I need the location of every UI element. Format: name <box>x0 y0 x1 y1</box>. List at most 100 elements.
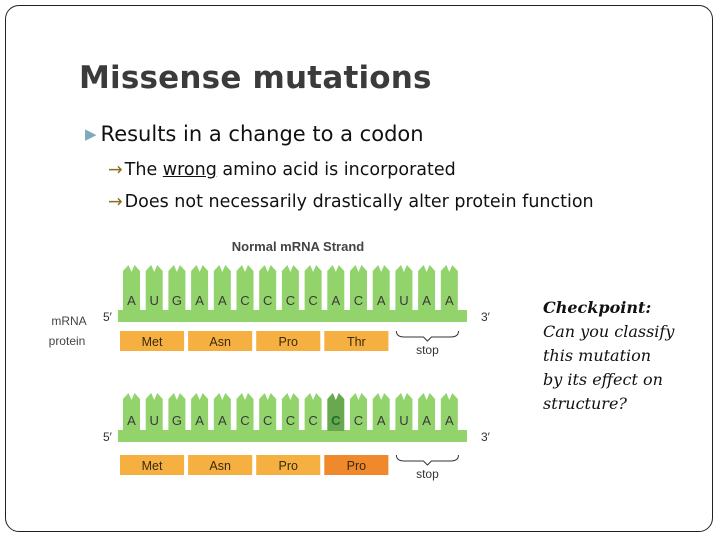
bullet-point: ▶ Results in a change to a codon <box>85 122 424 146</box>
nucleotide-base: C <box>286 413 295 428</box>
amino-acid-label: Asn <box>209 459 231 473</box>
nucleotide-base: A <box>218 293 227 308</box>
nucleotide-base: A <box>331 293 340 308</box>
subpoint-text-after: amino acid is incorporated <box>216 160 456 180</box>
nucleotide-tooth <box>168 265 186 311</box>
subpoint-text-before: The <box>124 160 163 180</box>
bullet-icon: ▶ <box>85 125 97 143</box>
protein-row-label: protein <box>49 334 86 348</box>
five-prime-label: 5′ <box>103 430 113 444</box>
nucleotide-tooth <box>327 393 345 431</box>
nucleotide-tooth <box>281 265 299 311</box>
nucleotide-tooth <box>191 393 209 431</box>
nucleotide-base: A <box>422 413 431 428</box>
nucleotide-base: A <box>195 413 204 428</box>
nucleotide-base: C <box>263 293 272 308</box>
mutant-mrna-backbone <box>118 430 467 442</box>
amino-acid-block <box>120 331 185 351</box>
nucleotide-base: U <box>150 413 159 428</box>
nucleotide-base: C <box>286 293 295 308</box>
checkpoint-line: this mutation <box>543 346 652 365</box>
nucleotide-base: A <box>377 413 386 428</box>
nucleotide-base: C <box>240 413 249 428</box>
nucleotide-base: A <box>422 293 431 308</box>
five-prime-label: 5′ <box>103 310 113 324</box>
subpoint-protein-function: → Does not necessarily drastically alter… <box>108 192 594 212</box>
bullet-text: Results in a change to a codon <box>100 122 424 146</box>
three-prime-label: 3′ <box>481 430 491 444</box>
nucleotide-tooth <box>395 393 413 431</box>
subpoint-text-underlined: wrong <box>162 160 217 180</box>
nucleotide-tooth <box>123 265 140 311</box>
nucleotide-tooth <box>327 265 345 311</box>
amino-acid-block <box>324 331 389 351</box>
nucleotide-tooth <box>281 393 299 431</box>
nucleotide-tooth <box>145 393 163 431</box>
nucleotide-tooth <box>236 265 254 311</box>
nucleotide-base: C <box>308 413 317 428</box>
subpoint-text: Does not necessarily drastically alter p… <box>124 192 594 212</box>
nucleotide-tooth <box>304 393 322 431</box>
nucleotide-tooth <box>191 265 209 311</box>
mrna-row-label: mRNA <box>51 314 86 328</box>
nucleotide-base: A <box>127 413 136 428</box>
amino-acid-block <box>256 455 321 475</box>
nucleotide-tooth <box>236 393 254 431</box>
stop-bracket <box>395 454 459 466</box>
checkpoint-line: Can you classify <box>543 322 675 341</box>
nucleotide-tooth <box>259 265 277 311</box>
slide-title: Missense mutations <box>79 60 432 96</box>
nucleotide-tooth <box>213 393 231 431</box>
three-prime-label: 3′ <box>481 310 491 324</box>
amino-acid-label: Met <box>142 335 163 349</box>
amino-acid-block <box>120 455 185 475</box>
amino-acid-label: Pro <box>279 459 299 473</box>
nucleotide-base: U <box>399 413 408 428</box>
arrow-right-icon: → <box>108 160 123 180</box>
nucleotide-base: A <box>377 293 386 308</box>
amino-acid-label: Thr <box>347 335 366 349</box>
amino-acid-block <box>188 331 253 351</box>
nucleotide-tooth <box>350 393 367 431</box>
nucleotide-tooth <box>350 265 367 311</box>
nucleotide-tooth <box>123 393 140 431</box>
amino-acid-block <box>188 455 253 475</box>
nucleotide-tooth <box>372 393 390 431</box>
nucleotide-tooth <box>440 265 458 311</box>
nucleotide-base: A <box>445 293 454 308</box>
nucleotide-base: C <box>354 413 363 428</box>
nucleotide-base: C <box>354 293 363 308</box>
nucleotide-tooth <box>304 265 322 311</box>
nucleotide-tooth <box>259 393 277 431</box>
arrow-right-icon: → <box>108 192 123 212</box>
subpoint-wrong-amino-acid: → The wrong amino acid is incorporated <box>108 160 456 180</box>
nucleotide-base: C <box>263 413 272 428</box>
stop-label: stop <box>416 467 439 481</box>
slide-frame <box>5 5 713 532</box>
nucleotide-base: C <box>240 293 249 308</box>
nucleotide-base: A <box>445 413 454 428</box>
nucleotide-base: A <box>218 413 227 428</box>
nucleotide-tooth <box>213 265 231 311</box>
nucleotide-base: G <box>172 413 182 428</box>
nucleotide-base: C <box>308 293 317 308</box>
amino-acid-block <box>324 455 389 475</box>
checkpoint-line: structure? <box>543 394 627 413</box>
diagram-title: Normal mRNA Strand <box>232 239 364 254</box>
normal-mrna-backbone <box>118 310 467 322</box>
checkpoint-line: by its effect on <box>543 370 663 389</box>
nucleotide-tooth <box>395 265 413 311</box>
amino-acid-label: Pro <box>279 335 299 349</box>
amino-acid-label: Met <box>142 459 163 473</box>
nucleotide-base: G <box>172 293 182 308</box>
nucleotide-base: A <box>195 293 204 308</box>
nucleotide-base: U <box>399 293 408 308</box>
nucleotide-tooth <box>440 393 458 431</box>
nucleotide-tooth <box>418 265 436 311</box>
amino-acid-block <box>256 331 321 351</box>
nucleotide-base: C <box>331 413 341 428</box>
checkpoint-heading: Checkpoint: <box>543 298 652 317</box>
nucleotide-base: A <box>127 293 136 308</box>
nucleotide-tooth <box>168 393 186 431</box>
